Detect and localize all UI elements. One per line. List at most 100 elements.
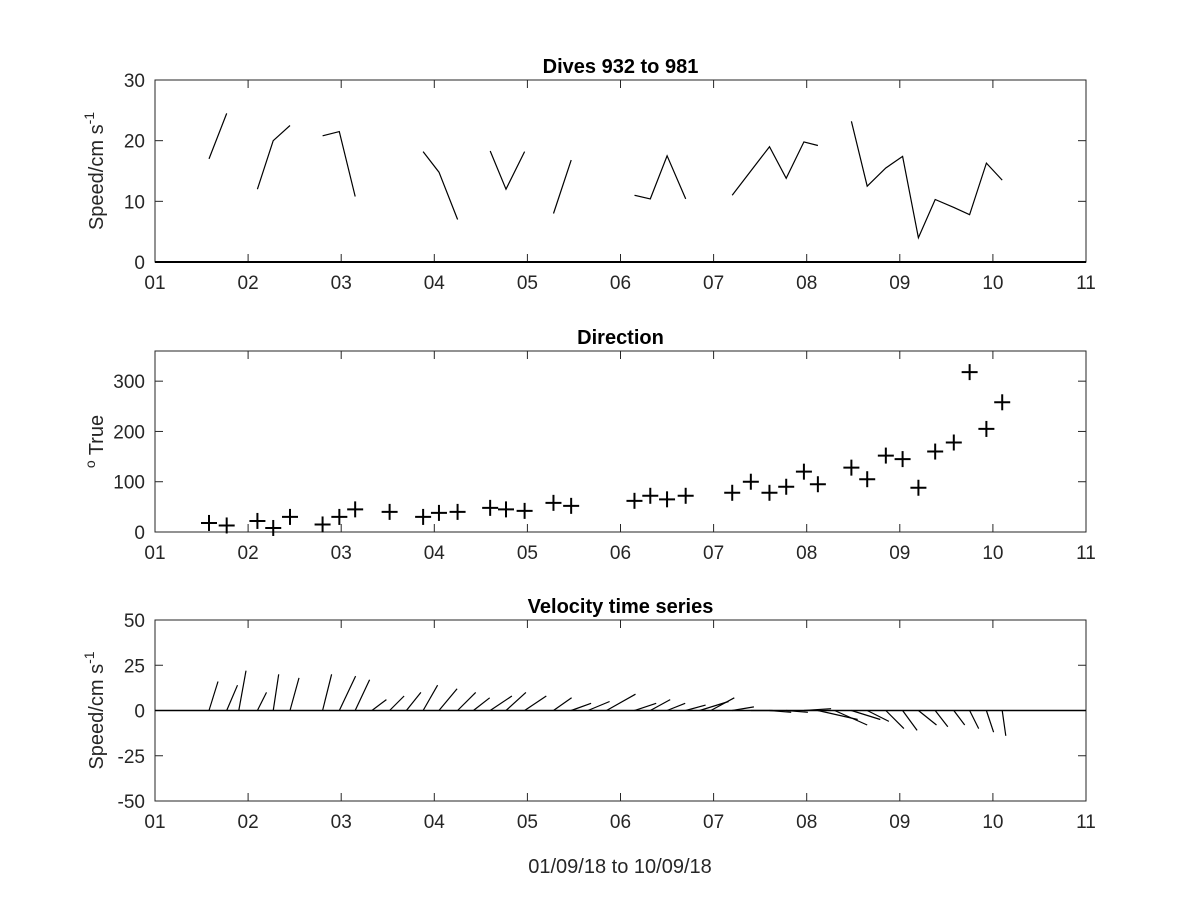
velocity-stick xyxy=(587,700,610,712)
velocity-stick xyxy=(969,710,980,729)
velocity-stick xyxy=(866,709,890,722)
velocity-stick xyxy=(238,670,247,711)
velocity-stick xyxy=(289,677,300,711)
x-tick-label: 07 xyxy=(703,273,724,294)
y-tick-label: -25 xyxy=(118,747,145,768)
direction-point xyxy=(894,451,911,468)
y-tick-label: 0 xyxy=(134,253,145,274)
direction-point xyxy=(945,434,962,451)
y-tick-label: 300 xyxy=(113,372,145,393)
plot-area xyxy=(154,79,1087,263)
velocity-stick xyxy=(489,695,513,711)
y-axis-label: Speed/cm s-1 xyxy=(81,651,108,769)
velocity-stick xyxy=(803,708,832,712)
velocity-stick xyxy=(338,675,357,711)
velocity-stick xyxy=(321,674,333,711)
x-tick-label: 04 xyxy=(424,273,446,294)
direction-point xyxy=(778,478,795,495)
speed-segment xyxy=(634,154,687,200)
x-tick-label: 08 xyxy=(796,543,817,564)
panel-2: Direction 01 02 03 04 05 06 07 08 09 10 11 0 100 200 30… xyxy=(82,327,1096,564)
y-tick-label: 0 xyxy=(134,702,145,723)
velocity-stick xyxy=(1001,710,1007,736)
velocity-stick xyxy=(769,709,792,713)
velocity-stick xyxy=(272,674,280,711)
velocity-stick xyxy=(226,684,239,711)
y-axis-label-text: Speed/cm s xyxy=(86,124,108,230)
y-tick-label: 20 xyxy=(124,132,145,153)
x-tick-label: 09 xyxy=(889,812,910,833)
y-axis-label-text: Speed/cm s xyxy=(86,664,108,770)
velocity-stick xyxy=(732,706,754,712)
direction-point xyxy=(314,516,331,533)
y-axis-label-exponent: -1 xyxy=(81,112,97,125)
direction-point xyxy=(761,484,778,501)
direction-point xyxy=(859,471,876,488)
velocity-stick xyxy=(606,693,636,712)
x-tick-label: 07 xyxy=(703,812,724,833)
direction-point xyxy=(795,463,812,480)
speed-segment xyxy=(256,125,291,190)
velocity-stick xyxy=(934,710,949,728)
x-tick-label: 05 xyxy=(517,273,538,294)
direction-point xyxy=(978,420,995,437)
y-axis-label-exponent: -1 xyxy=(81,651,97,664)
x-tick-label: 02 xyxy=(238,543,259,564)
velocity-stick xyxy=(473,697,491,711)
velocity-stick xyxy=(834,709,868,726)
velocity-stick xyxy=(851,709,881,721)
x-tick-label: 06 xyxy=(610,543,631,564)
x-tick-label: 01 xyxy=(144,812,165,833)
direction-point xyxy=(994,394,1011,411)
x-tick-label: 11 xyxy=(1076,812,1096,833)
direction-point xyxy=(545,494,562,511)
y-tick-label: 200 xyxy=(113,422,145,443)
x-tick-label: 01 xyxy=(144,273,165,294)
direction-point xyxy=(415,508,432,525)
direction-point xyxy=(877,447,894,464)
direction-point xyxy=(430,504,447,521)
velocity-stick xyxy=(457,691,477,711)
direction-point xyxy=(961,364,978,381)
velocity-stick xyxy=(389,695,405,711)
velocity-stick xyxy=(371,699,387,711)
x-axis-label: 01/09/18 to 10/09/18 xyxy=(528,856,712,878)
y-tick-label: 0 xyxy=(134,523,145,544)
direction-point xyxy=(249,512,266,529)
velocity-stick xyxy=(505,691,527,711)
x-tick-label: 04 xyxy=(424,812,446,833)
velocity-stick xyxy=(405,692,422,711)
x-tick-label: 02 xyxy=(238,812,259,833)
velocity-stick xyxy=(256,692,268,711)
velocity-stick xyxy=(422,684,439,711)
direction-point xyxy=(677,487,694,504)
x-tick-label: 02 xyxy=(238,273,259,294)
direction-point xyxy=(381,503,398,520)
velocity-stick xyxy=(710,697,735,712)
x-tick-label: 03 xyxy=(331,812,352,833)
chart-title: Direction xyxy=(577,327,664,349)
direction-point xyxy=(516,502,533,519)
x-tick-label: 01 xyxy=(144,543,165,564)
velocity-stick xyxy=(208,681,219,711)
velocity-stick xyxy=(685,704,706,712)
y-tick-label: -50 xyxy=(118,792,145,813)
velocity-stick xyxy=(885,710,905,730)
velocity-stick xyxy=(666,702,686,712)
direction-point xyxy=(200,514,217,531)
direction-point xyxy=(910,479,927,496)
velocity-stick xyxy=(570,702,592,712)
speed-segment xyxy=(208,113,228,160)
chart-title: Dives 932 to 981 xyxy=(543,56,699,78)
panel-3: Velocity time series 01 02 03 04 05 06 07 08 09 10… xyxy=(81,596,1096,833)
direction-point xyxy=(482,499,499,516)
direction-point xyxy=(742,473,759,490)
x-tick-label: 06 xyxy=(610,812,631,833)
speed-segment xyxy=(850,121,1003,240)
y-tick-label: 25 xyxy=(124,656,145,677)
speed-segment xyxy=(552,159,572,214)
x-tick-label: 08 xyxy=(796,273,817,294)
x-tick-label: 06 xyxy=(610,273,631,294)
direction-point xyxy=(281,508,298,525)
